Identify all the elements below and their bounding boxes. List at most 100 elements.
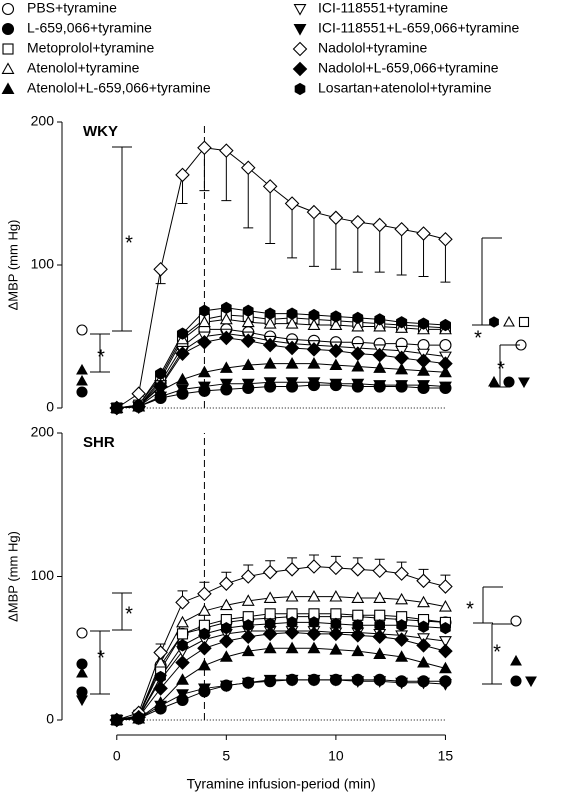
marker: [153, 379, 168, 394]
error-bar: [352, 222, 363, 273]
marker: [352, 311, 364, 325]
series-line: [116, 147, 446, 409]
marker: [176, 628, 189, 640]
marker: [155, 670, 166, 684]
legend-label: Losartan+atenolol+tyramine: [318, 80, 492, 96]
marker: [175, 346, 190, 361]
series-line: [116, 314, 446, 409]
marker: [329, 358, 343, 371]
marker: [240, 629, 256, 645]
marker: [373, 361, 387, 373]
marker: [241, 378, 255, 391]
significance-bracket: [112, 146, 132, 332]
legend-label: PBS+tyramine: [27, 0, 117, 16]
marker: [352, 609, 364, 621]
marker: [395, 362, 409, 375]
legend-label: Nadolol+L-659,066+tyramine: [318, 60, 499, 76]
y-axis-label: ΔMBP (mm Hg): [5, 220, 20, 311]
marker: [418, 620, 429, 633]
marker: [525, 676, 537, 688]
marker: [440, 318, 451, 332]
marker: [76, 363, 88, 375]
significance-bracket: [90, 333, 110, 373]
marker: [350, 562, 366, 577]
marker: [350, 346, 366, 361]
marker: [264, 617, 276, 630]
marker: [176, 372, 189, 385]
marker: [241, 644, 255, 657]
series-line: [116, 337, 446, 409]
error-bar: [396, 229, 407, 276]
marker: [351, 644, 365, 657]
marker: [263, 591, 277, 603]
marker: [262, 337, 278, 353]
marker: [176, 615, 189, 628]
marker: [197, 604, 211, 616]
marker: [503, 376, 515, 388]
marker: [2, 43, 14, 55]
marker: [306, 342, 322, 357]
series-line: [116, 621, 446, 721]
marker: [417, 380, 430, 392]
series-line: [116, 307, 446, 409]
marker: [351, 359, 365, 372]
marker: [351, 319, 365, 332]
marker: [440, 622, 451, 635]
marker: [111, 401, 123, 415]
x-tick-label: 10: [328, 748, 344, 764]
marker: [394, 350, 409, 366]
marker: [199, 627, 210, 641]
marker: [307, 377, 321, 389]
marker: [330, 617, 342, 630]
marker: [241, 677, 255, 690]
legend-label: Atenolol+L-659,066+tyramine: [27, 80, 211, 96]
marker: [176, 673, 189, 685]
marker: [352, 619, 364, 632]
marker: [518, 377, 530, 389]
marker: [438, 643, 453, 659]
series-line: [116, 630, 446, 721]
marker: [219, 680, 233, 693]
marker: [284, 340, 300, 356]
marker: [219, 143, 234, 158]
marker: [155, 367, 166, 380]
marker: [373, 319, 387, 332]
significance-mark: *: [97, 346, 105, 368]
marker: [219, 598, 233, 611]
marker: [438, 579, 453, 594]
marker: [293, 4, 307, 16]
marker: [329, 674, 343, 687]
marker: [439, 365, 452, 378]
x-axis-label: Tyramine infusion-period (min): [187, 776, 376, 792]
series-line: [116, 679, 446, 721]
marker: [328, 343, 344, 359]
marker: [284, 562, 300, 577]
legend-label: ICI-118551+L-659,066+tyramine: [318, 20, 520, 36]
marker: [350, 628, 366, 643]
marker: [76, 374, 88, 386]
marker: [308, 616, 320, 629]
marker: [263, 674, 277, 687]
marker: [329, 318, 343, 331]
x-tick-label: 15: [438, 748, 454, 764]
error-bar: [308, 212, 319, 267]
marker: [197, 683, 211, 696]
y-tick-label: 200: [31, 113, 55, 129]
marker: [242, 304, 254, 317]
marker: [197, 365, 211, 378]
significance-mark: *: [125, 232, 133, 254]
marker: [197, 315, 211, 328]
marker: [263, 641, 277, 654]
series-line: [116, 679, 446, 721]
marker: [177, 327, 188, 340]
y-tick-label: 100: [31, 256, 55, 272]
marker: [351, 378, 365, 391]
marker: [328, 210, 344, 226]
marker: [177, 639, 188, 652]
significance-mark: *: [125, 603, 133, 625]
marker: [293, 24, 307, 36]
marker: [417, 364, 430, 376]
marker: [240, 569, 256, 584]
marker: [1, 22, 15, 36]
